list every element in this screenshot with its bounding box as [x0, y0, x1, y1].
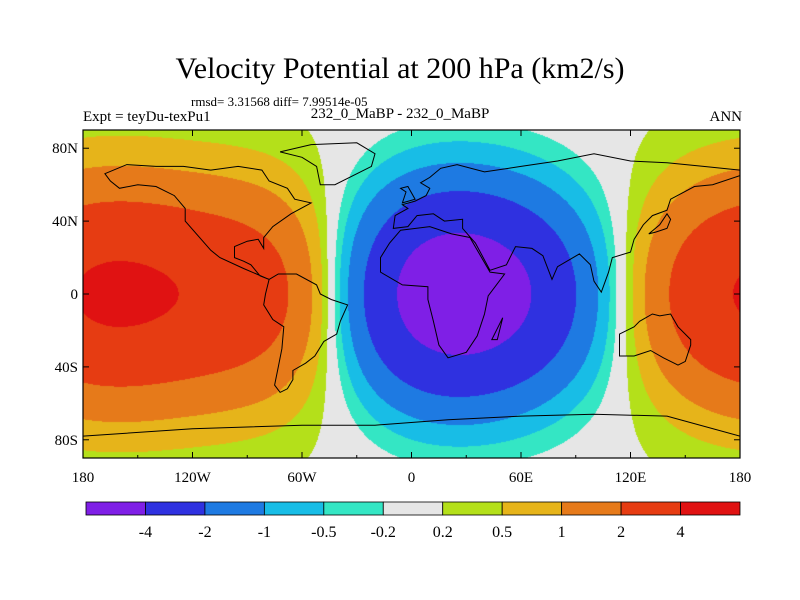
colorbar-label: 2 — [617, 524, 625, 541]
colorbar-label: -0.5 — [311, 524, 336, 541]
colorbar-swatch — [680, 501, 741, 516]
y-tick-label: 80S — [55, 433, 78, 449]
chart-title: Velocity Potential at 200 hPa (km2/s) — [175, 52, 625, 85]
colorbar-label: -4 — [139, 524, 152, 541]
y-tick-label: 0 — [71, 287, 79, 303]
colorbar-label: -0.2 — [371, 524, 396, 541]
stats-label: rmsd= 3.31568 diff= 7.99514e-05 — [191, 94, 368, 109]
cases-label: 232_0_MaBP - 232_0_MaBP — [310, 106, 490, 122]
colorbar-swatch — [501, 501, 563, 516]
colorbar-swatch — [145, 501, 206, 516]
x-tick-label: 120E — [615, 470, 647, 486]
colorbar-label: -2 — [198, 524, 211, 541]
x-tick-label: 180 — [72, 470, 95, 486]
axes: 180 120W 60W 0 60E 120E 180 80N 40N 0 40S 80S — [52, 130, 751, 486]
x-tick-label: 0 — [408, 470, 416, 486]
colorbar-swatch — [204, 501, 265, 516]
x-tick-label: 60W — [287, 470, 317, 486]
colorbar: -4 -2 -1 -0.5 -0.2 0.2 0.5 1 2 4 — [85, 501, 741, 541]
colorbar-swatch — [85, 501, 146, 516]
contour-field — [83, 130, 740, 458]
y-tick-label: 40N — [52, 214, 78, 230]
y-tick-label: 80N — [52, 141, 78, 157]
y-tick-label: 40S — [55, 360, 78, 376]
colorbar-swatch — [382, 501, 444, 516]
x-tick-label: 60E — [509, 470, 533, 486]
experiment-label: Expt = teyDu-texPu1 — [83, 109, 211, 125]
colorbar-swatch — [263, 501, 325, 516]
colorbar-label: 1 — [558, 524, 566, 541]
continent-outlines — [83, 142, 740, 458]
colorbar-swatch — [323, 501, 384, 516]
x-tick-label: 180 — [729, 470, 752, 486]
season-label: ANN — [709, 109, 743, 125]
contour-field-image — [83, 130, 740, 458]
colorbar-label: 4 — [677, 524, 685, 541]
colorbar-swatch — [442, 501, 503, 516]
colorbar-label: -1 — [258, 524, 271, 541]
colorbar-swatch — [620, 501, 681, 516]
x-tick-label: 120W — [174, 470, 212, 486]
colorbar-label: 0.5 — [492, 524, 512, 541]
colorbar-swatch — [561, 501, 622, 516]
colorbar-label: 0.2 — [433, 524, 453, 541]
